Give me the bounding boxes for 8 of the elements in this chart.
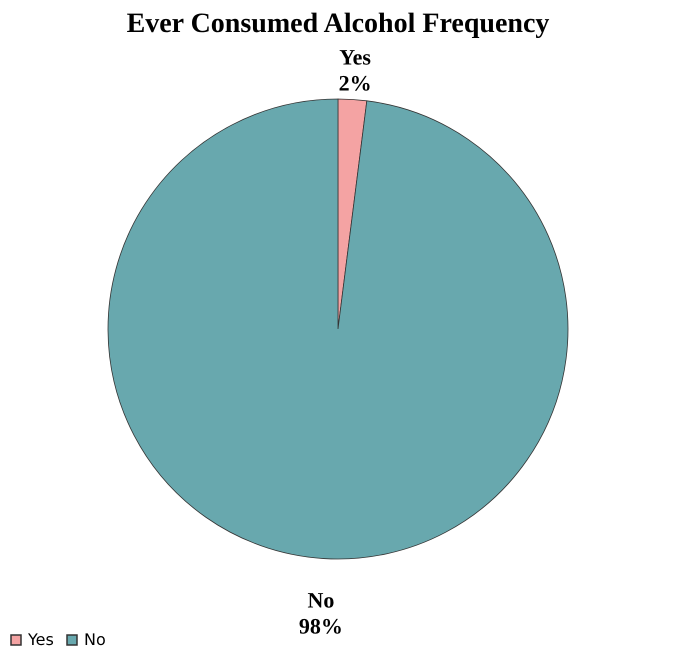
legend-label: Yes [27, 630, 54, 649]
slice-label: Yes [339, 44, 372, 70]
slice-label: No [307, 587, 334, 612]
pie-slice [108, 98, 568, 559]
legend-label: No [84, 630, 106, 649]
chart-title: Ever Consumed Alcohol Frequency [126, 8, 550, 39]
data-label: 98% [298, 613, 343, 638]
data-label: 2% [338, 70, 372, 96]
